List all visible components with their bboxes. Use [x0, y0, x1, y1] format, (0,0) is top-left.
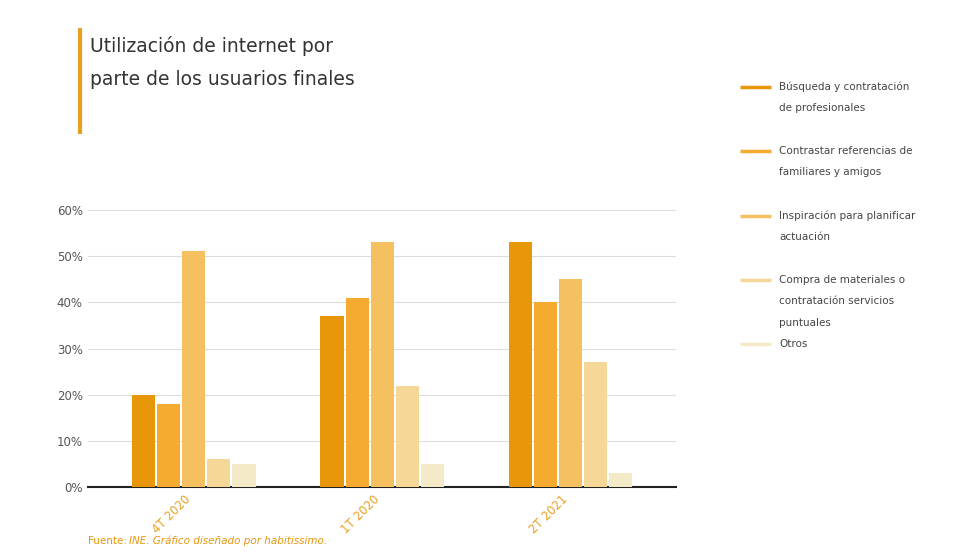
Text: INE. Gráfico diseñado por habitissimo.: INE. Gráfico diseñado por habitissimo. [129, 535, 327, 546]
Text: Contrastar referencias de: Contrastar referencias de [779, 146, 912, 156]
Bar [132, 395, 155, 487]
Bar [157, 404, 180, 487]
Bar [346, 298, 368, 487]
Bar [560, 279, 582, 487]
Bar [208, 459, 230, 487]
Text: Otros: Otros [779, 339, 808, 349]
Text: Fuente:: Fuente: [88, 536, 133, 546]
Bar [396, 385, 418, 487]
Bar [420, 464, 444, 487]
Bar [370, 242, 394, 487]
Text: parte de los usuarios finales: parte de los usuarios finales [90, 70, 355, 89]
Text: Compra de materiales o: Compra de materiales o [779, 275, 906, 285]
Text: actuación: actuación [779, 232, 830, 242]
Bar [509, 242, 532, 487]
Bar [182, 251, 205, 487]
Text: Utilización de internet por: Utilización de internet por [90, 36, 333, 57]
Text: de profesionales: de profesionales [779, 103, 865, 113]
Bar [534, 302, 557, 487]
Text: contratación servicios: contratación servicios [779, 296, 894, 306]
Bar [610, 473, 632, 487]
Text: familiares y amigos: familiares y amigos [779, 167, 881, 178]
Text: Inspiración para planificar: Inspiración para planificar [779, 211, 915, 221]
Text: Búsqueda y contratación: Búsqueda y contratación [779, 82, 909, 92]
Bar [232, 464, 256, 487]
Text: puntuales: puntuales [779, 318, 831, 328]
Bar [584, 362, 608, 487]
Bar [320, 316, 344, 487]
